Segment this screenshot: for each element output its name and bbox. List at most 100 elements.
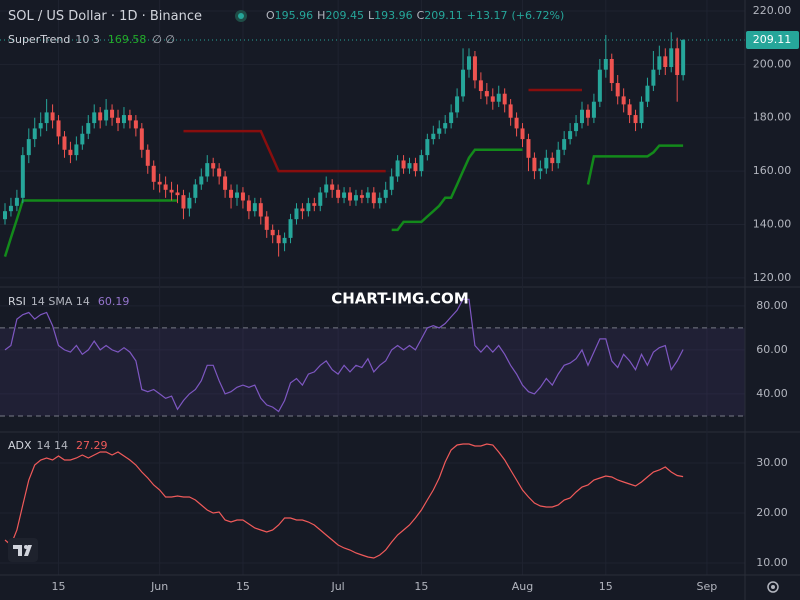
candle-body — [538, 168, 543, 172]
y-tick-label: 30.00 — [756, 456, 788, 469]
indicator-name: RSI — [8, 295, 26, 308]
candle-body — [359, 195, 364, 198]
supertrend-up — [391, 148, 523, 232]
candle-body — [318, 192, 323, 206]
candle-body — [133, 120, 138, 129]
candle-body — [163, 184, 168, 190]
indicator-legend: SuperTrend 10 3 169.58 ∅ ∅ — [8, 33, 175, 46]
candle-body — [651, 69, 656, 86]
ohlc-letter: C — [417, 9, 425, 22]
y-tick-label: 220.00 — [753, 4, 792, 17]
candle-body — [514, 117, 519, 129]
candle-body — [121, 115, 126, 124]
candle-body — [627, 104, 632, 116]
settings-icon[interactable] — [767, 581, 779, 593]
candle-body — [466, 56, 471, 70]
candle-body — [675, 48, 680, 76]
candle-body — [657, 56, 662, 70]
candle-body — [431, 133, 436, 140]
gear[interactable] — [767, 581, 779, 593]
candle-body — [68, 149, 73, 156]
candle-body — [288, 219, 293, 238]
candle-body — [585, 109, 590, 118]
candle-body — [621, 96, 626, 105]
candle-body — [110, 109, 115, 118]
candle-body — [32, 128, 37, 140]
candle-body — [407, 163, 412, 169]
candle-body — [371, 192, 376, 204]
candle-body — [205, 163, 210, 177]
candle-body — [187, 197, 192, 209]
candle-body — [258, 203, 263, 217]
candle-body — [342, 192, 347, 198]
candle-body — [639, 101, 644, 124]
candle-body — [193, 184, 198, 198]
candle-body — [681, 40, 686, 76]
candle-body — [377, 197, 382, 204]
candle-body — [633, 115, 638, 124]
series: 209.11 — [0, 31, 799, 559]
candle-body — [116, 117, 121, 124]
x-tick-label: Jul — [330, 580, 344, 593]
candle-body — [395, 160, 400, 177]
candle-body — [38, 123, 43, 129]
candle-body — [276, 235, 281, 244]
ohlc-value: 209.11 — [424, 9, 463, 22]
candle-body — [50, 112, 55, 121]
candle-body — [603, 59, 608, 70]
candle-body — [229, 189, 234, 198]
y-tick-label: 80.00 — [756, 299, 788, 312]
candle-body — [615, 83, 620, 97]
rsi-band-fill — [0, 327, 745, 416]
status-dot — [238, 13, 244, 19]
y-tick-label: 40.00 — [756, 387, 788, 400]
candle-body — [478, 80, 483, 92]
candle-body — [609, 59, 614, 84]
indicator-params: 14 14 — [37, 439, 69, 452]
candle-body — [127, 115, 132, 121]
candle-body — [56, 120, 61, 137]
candle-body — [449, 112, 454, 124]
candle-body — [199, 176, 204, 185]
y-tick-label: 10.00 — [756, 556, 788, 569]
candle-body — [348, 192, 353, 201]
candle-body — [294, 208, 299, 220]
candle-body — [300, 208, 305, 212]
candle-body — [98, 112, 103, 121]
x-tick-label: 15 — [414, 580, 428, 593]
symbol-title: SOL / US Dollar · 1D · Binance — [8, 9, 202, 24]
candle-body — [580, 109, 585, 124]
candle-body — [353, 195, 358, 201]
candle-body — [591, 101, 596, 118]
gear-center[interactable] — [771, 585, 775, 589]
ohlc: O195.96 H209.45 L193.96 C209.11 +13.17 (+6.72… — [266, 9, 564, 22]
candle-body — [181, 195, 186, 209]
candle-body — [270, 229, 275, 236]
candle-body — [14, 197, 19, 206]
y-tick-label: 120.00 — [753, 271, 792, 284]
indicator-value: 60.19 — [98, 295, 130, 308]
indicator-value: 27.29 — [76, 439, 108, 452]
candle-body — [234, 192, 239, 198]
candle-body — [401, 160, 406, 169]
candle-body — [62, 136, 67, 150]
logo-mark — [24, 545, 28, 549]
candle-body — [240, 192, 245, 201]
candle-body — [312, 203, 317, 206]
candle-body — [223, 176, 228, 190]
candle-body — [383, 189, 388, 198]
y-tick-label: 200.00 — [753, 57, 792, 70]
candle-body — [472, 56, 477, 81]
y-tick-label: 140.00 — [753, 218, 792, 231]
candle-body — [597, 69, 602, 102]
indicator-value: 169.58 — [108, 33, 147, 46]
candle-body — [252, 203, 257, 212]
change: +13.17 — [467, 9, 508, 22]
candle-body — [443, 123, 448, 129]
y-tick-label: 160.00 — [753, 164, 792, 177]
candle-body — [568, 131, 573, 140]
logo-bg — [8, 538, 38, 562]
candle-body — [461, 69, 466, 97]
